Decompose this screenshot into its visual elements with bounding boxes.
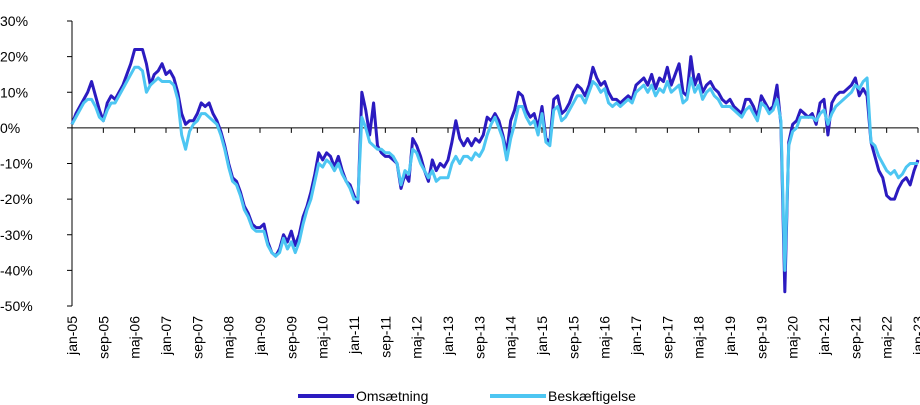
x-tick-label: maj-12 bbox=[409, 316, 425, 359]
x-tick-label: jan-05 bbox=[64, 316, 80, 356]
x-tick-label: sep-15 bbox=[565, 316, 581, 359]
x-tick-label: sep-13 bbox=[471, 316, 487, 359]
x-tick-label: maj-22 bbox=[879, 316, 895, 359]
legend-label: Omsætning bbox=[356, 388, 428, 404]
x-tick-label: maj-10 bbox=[315, 316, 331, 359]
x-tick-label: jan-09 bbox=[252, 316, 268, 356]
x-tick-label: maj-18 bbox=[691, 316, 707, 359]
y-tick-label: -50% bbox=[0, 298, 33, 314]
series-line bbox=[70, 65, 918, 272]
y-tick-label: 20% bbox=[0, 49, 28, 65]
y-tick-label: 10% bbox=[0, 84, 28, 100]
x-tick-label: sep-09 bbox=[283, 316, 299, 359]
x-tick-label: sep-11 bbox=[377, 316, 393, 358]
x-tick-label: jan-11 bbox=[346, 316, 362, 355]
x-tick-label: maj-20 bbox=[785, 316, 801, 359]
x-tick-label: sep-17 bbox=[659, 316, 675, 359]
y-tick-label: -30% bbox=[0, 227, 33, 243]
x-tick-label: sep-19 bbox=[753, 316, 769, 359]
x-tick-label: jan-21 bbox=[816, 316, 832, 356]
legend-label: Beskæftigelse bbox=[548, 388, 636, 404]
x-tick-label: maj-14 bbox=[503, 316, 519, 359]
y-tick-label: 30% bbox=[0, 13, 28, 29]
x-tick-label: maj-08 bbox=[221, 316, 237, 359]
x-tick-label: maj-06 bbox=[127, 316, 143, 359]
series-line bbox=[70, 48, 920, 294]
x-tick-label: jan-23 bbox=[910, 316, 920, 356]
x-tick-label: jan-19 bbox=[722, 316, 738, 356]
x-tick-label: sep-07 bbox=[189, 316, 205, 359]
x-tick-label: jan-17 bbox=[628, 316, 644, 356]
x-tick-label: jan-13 bbox=[440, 316, 456, 356]
y-tick-label: 0% bbox=[0, 120, 20, 136]
x-tick-label: sep-05 bbox=[95, 316, 111, 359]
y-tick-label: -10% bbox=[0, 156, 33, 172]
y-tick-label: -40% bbox=[0, 262, 33, 278]
x-tick-label: maj-16 bbox=[597, 316, 613, 359]
x-tick-label: jan-15 bbox=[534, 316, 550, 356]
x-tick-label: sep-21 bbox=[847, 316, 863, 359]
x-tick-label: jan-07 bbox=[158, 316, 174, 356]
y-tick-label: -20% bbox=[0, 191, 33, 207]
